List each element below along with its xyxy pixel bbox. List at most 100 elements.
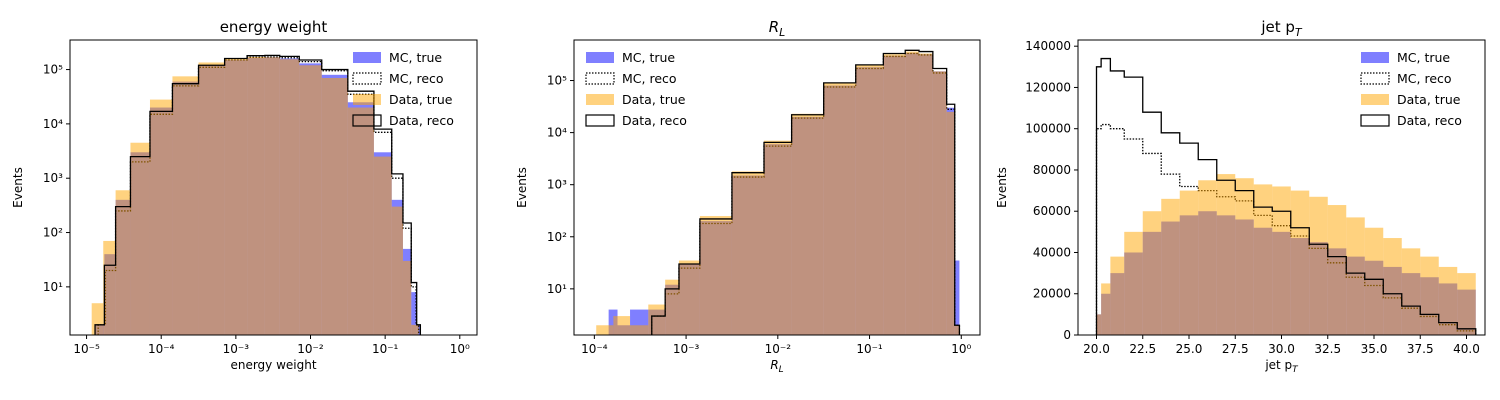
bar-data-true <box>1364 227 1384 335</box>
bar-data-true <box>1124 231 1143 335</box>
bar-data-true <box>411 324 419 335</box>
y-tick-label: 10³ <box>43 171 63 185</box>
bar-data-true <box>678 260 700 335</box>
legend-label: MC, true <box>622 50 675 65</box>
x-tick-label: 35.0 <box>1361 342 1388 356</box>
legend-label: MC, true <box>389 50 442 65</box>
bar-data-true <box>391 206 403 335</box>
bar-data-true <box>1179 190 1199 335</box>
bar-data-true <box>1253 184 1273 335</box>
legend: MC, true MC, reco Data, true Data, reco <box>352 50 454 128</box>
bar-data-true <box>279 59 300 335</box>
y-tick-label: 10⁴ <box>547 126 567 140</box>
step-data-reco <box>94 54 422 335</box>
y-axis-label: Events <box>515 167 529 208</box>
y-tick-label: 10¹ <box>43 280 63 294</box>
legend-label: Data, reco <box>622 113 687 128</box>
x-axis-label: jet pT <box>1264 358 1299 375</box>
bar-data-true <box>115 190 131 335</box>
bar-data-true <box>299 65 322 335</box>
chart-title: jet pT <box>1260 18 1303 39</box>
bar-data-true <box>1101 283 1111 335</box>
x-tick-label: 10⁰ <box>951 342 971 356</box>
bar-mc-true <box>608 309 618 335</box>
bar-data-true <box>264 57 280 335</box>
x-tick-label: 25.0 <box>1176 342 1203 356</box>
x-tick-label: 37.5 <box>1407 342 1434 356</box>
x-tick-label: 40.0 <box>1453 342 1480 356</box>
plot-area <box>1095 57 1477 335</box>
x-tick-label: 22.5 <box>1129 342 1156 356</box>
y-tick-label: 10³ <box>547 178 567 192</box>
bar-data-true <box>954 325 960 335</box>
bar-data-true <box>946 111 955 335</box>
x-tick-label: 10⁻¹ <box>372 342 399 356</box>
bar-data-true <box>883 54 906 335</box>
legend-label: MC, reco <box>389 71 444 86</box>
y-tick-label: 10⁵ <box>547 74 567 88</box>
bar-data-true <box>1161 198 1180 335</box>
x-tick-label: 20.0 <box>1083 342 1110 356</box>
axes-frame <box>69 39 478 336</box>
bar-data-true <box>402 260 412 335</box>
bar-data-true <box>613 316 631 335</box>
legend-label: MC, reco <box>1397 71 1452 86</box>
bar-data-true <box>1457 273 1476 335</box>
y-tick-label: 80000 <box>1033 163 1071 177</box>
bar-data-true <box>103 240 116 335</box>
bar-data-true <box>1235 178 1254 335</box>
bar-data-true <box>855 64 884 335</box>
bar-data-true <box>665 279 679 335</box>
x-tick-label: 10⁻² <box>297 342 324 356</box>
bar-data-true <box>198 62 225 335</box>
bar-data-true <box>919 53 933 335</box>
y-tick-label: 120000 <box>1025 80 1071 94</box>
legend-label: MC, reco <box>622 71 677 86</box>
bar-data-true <box>1327 205 1347 335</box>
legend-label: Data, true <box>622 92 686 107</box>
x-tick-label: 10⁻³ <box>223 342 250 356</box>
y-tick-label: 60000 <box>1033 204 1071 218</box>
step-data-reco <box>651 49 961 335</box>
x-tick-label: 32.5 <box>1314 342 1341 356</box>
legend-label: MC, true <box>1397 50 1450 65</box>
x-tick-label: 10⁻⁴ <box>581 342 608 356</box>
legend-label: Data, reco <box>1397 113 1462 128</box>
bar-data-true <box>1290 190 1310 335</box>
chart-title: energy weight <box>220 18 328 36</box>
legend-swatch <box>352 114 382 127</box>
legend: MC, true MC, reco Data, true Data, reco <box>585 50 687 128</box>
y-tick-label: 20000 <box>1033 287 1071 301</box>
plot-area <box>91 54 422 335</box>
x-tick-label: 10⁻³ <box>673 342 700 356</box>
bar-data-true <box>1110 256 1125 335</box>
bar-mc-true <box>411 292 417 335</box>
bar-data-true <box>321 77 348 335</box>
bar-data-true <box>1142 211 1162 335</box>
legend-swatch <box>352 72 382 85</box>
bar-data-true <box>373 156 392 335</box>
bar-data-true <box>1420 256 1439 335</box>
bar-data-true <box>1216 174 1236 335</box>
chart-2: 10⁻⁴ 10⁻³ 10⁻² 10⁻¹ 10⁰ 10¹ 10² 10³ 10⁴ 10⁵ RL RL Ev… <box>515 18 981 375</box>
x-tick-label: 10⁻⁴ <box>148 342 175 356</box>
legend-swatch <box>585 72 615 85</box>
y-tick-label: 0 <box>1063 328 1071 342</box>
bar-data-true <box>1272 186 1291 335</box>
bar-data-true <box>1383 238 1402 335</box>
bar-mc-true <box>954 260 960 335</box>
bar-data-true <box>699 216 732 335</box>
y-tick-label: 40000 <box>1033 245 1071 259</box>
bar-data-true <box>630 325 649 335</box>
legend-swatch <box>585 114 615 127</box>
bar-data-true <box>731 171 765 335</box>
plot-area <box>596 49 961 335</box>
y-tick-label: 100000 <box>1025 122 1071 136</box>
legend-swatch <box>1361 52 1389 63</box>
bar-data-true <box>596 325 614 335</box>
x-axis-label: energy weight <box>230 358 316 372</box>
chart-3: 20.0 22.5 25.0 27.5 30.0 32.5 35.0 37.5 40.0 0 200… <box>995 18 1486 375</box>
x-tick-label: 10⁻¹ <box>856 342 883 356</box>
bar-data-true <box>224 58 248 335</box>
